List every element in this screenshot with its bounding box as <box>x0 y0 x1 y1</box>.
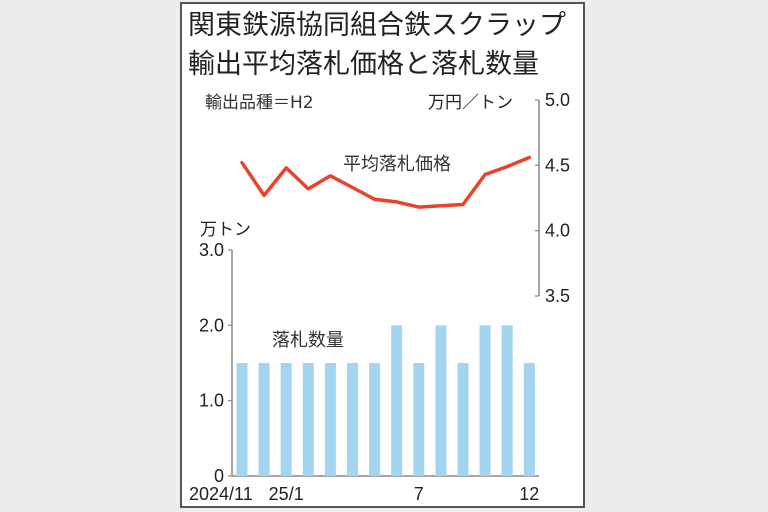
right-tick-label: 4.5 <box>545 155 570 175</box>
bar <box>258 363 270 476</box>
chart-title: 関東鉄源協同組合鉄スクラップ 輸出平均落札価格と落札数量 <box>188 6 588 84</box>
left-tick-label: 3.0 <box>199 240 224 260</box>
x-tick-label: 7 <box>414 484 424 504</box>
price-line <box>240 155 532 209</box>
bar <box>391 325 403 476</box>
bar <box>479 325 491 476</box>
bar <box>523 363 535 476</box>
right-axis-unit: 万円／トン <box>428 93 513 113</box>
bar-series-label: 落札数量 <box>272 330 344 351</box>
bar <box>501 325 513 476</box>
title-line-2: 輸出平均落札価格と落札数量 <box>188 49 539 80</box>
left-tick-label: 0 <box>214 466 224 486</box>
bar <box>435 325 447 476</box>
bar <box>413 363 425 476</box>
chart-subtitle: 輸出品種＝H2 <box>205 93 314 113</box>
x-tick-label: 2024/11 <box>189 484 253 504</box>
left-axis-unit: 万トン <box>200 220 251 240</box>
left-tick-label: 1.0 <box>199 391 224 411</box>
bar <box>236 363 248 476</box>
right-tick-label: 5.0 <box>545 90 570 110</box>
bar <box>324 363 336 476</box>
bar <box>457 363 469 476</box>
title-line-1: 関東鉄源協同組合鉄スクラップ <box>188 10 566 41</box>
bar <box>347 363 358 476</box>
line-series-label: 平均落札価格 <box>343 154 451 175</box>
right-tick-label: 3.5 <box>545 286 570 306</box>
right-tick-label: 4.0 <box>545 221 570 241</box>
x-tick-label: 12 <box>519 484 539 504</box>
bar <box>369 363 381 476</box>
bar <box>280 363 292 476</box>
left-tick-label: 2.0 <box>199 315 224 335</box>
bar <box>302 363 314 476</box>
x-tick-label: 25/1 <box>269 484 304 504</box>
